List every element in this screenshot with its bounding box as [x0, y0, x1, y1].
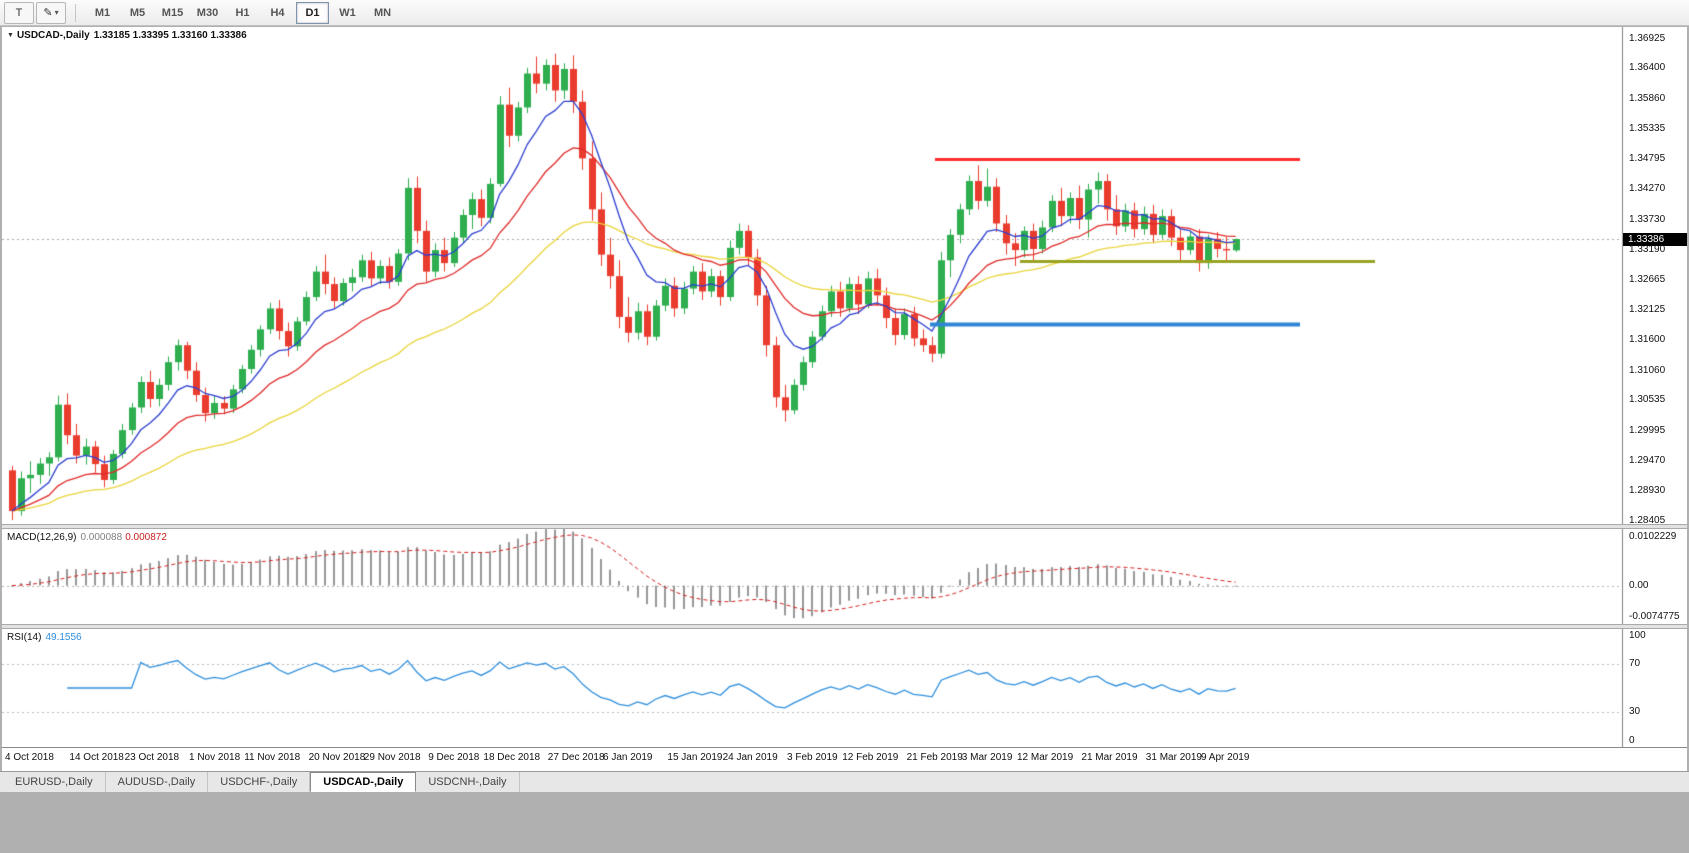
date-label: 11 Nov 2018: [244, 752, 301, 763]
macd-main-value: 0.000088: [80, 532, 123, 543]
time-axis[interactable]: 4 Oct 2018 14 Oct 2018 23 Oct 2018 1 Nov 20…: [2, 747, 1687, 771]
price-chart-canvas[interactable]: [2, 27, 1687, 524]
date-label: 4 Oct 2018: [5, 752, 54, 763]
chart-tab-usdchf-daily[interactable]: USDCHF-,Daily: [208, 772, 311, 792]
macd-canvas[interactable]: [2, 529, 1687, 624]
current-price-badge: 1.33386: [1623, 232, 1687, 246]
date-label: 12 Mar 2019: [1017, 752, 1074, 763]
rsi-label: RSI(14) 49.1556: [7, 632, 82, 643]
macd-axis-min: -0.0074775: [1629, 611, 1680, 622]
chart-tab-usdcnh-daily[interactable]: USDCNH-,Daily: [416, 772, 520, 792]
date-label: 1 Nov 2018: [189, 752, 241, 763]
price-axis-tick: 1.32125: [1629, 304, 1666, 316]
chart-area: ▼ USDCAD-,Daily 1.33185 1.33395 1.33160 1.…: [2, 27, 1687, 771]
date-label: 9 Dec 2018: [428, 752, 480, 763]
date-label: 24 Jan 2019: [722, 752, 778, 763]
date-label: 9 Apr 2019: [1201, 752, 1250, 763]
date-label: 6 Jan 2019: [603, 752, 653, 763]
pencil-icon: ✎: [43, 7, 53, 19]
date-label: 27 Dec 2018: [547, 752, 605, 763]
price-axis-tick: 1.32665: [1629, 273, 1666, 285]
date-label: 15 Jan 2019: [667, 752, 723, 763]
toolbar: T ✎ ▾ M1 M5 M15 M30 H1 H4 D1 W1 MN: [0, 0, 1689, 26]
date-label: 21 Feb 2019: [906, 752, 963, 763]
price-axis-tick: 1.29470: [1629, 454, 1666, 466]
date-label: 3 Feb 2019: [787, 752, 838, 763]
date-label: 29 Nov 2018: [363, 752, 421, 763]
timeframe-button-h1[interactable]: H1: [235, 6, 250, 19]
text-tool-icon: T: [15, 6, 23, 19]
rsi-axis-tick: 30: [1629, 705, 1641, 717]
date-label: 14 Oct 2018: [69, 752, 124, 763]
toolbar-separator: [75, 3, 76, 22]
pane-splitter[interactable]: [2, 624, 1687, 629]
rsi-axis-tick: 100: [1629, 630, 1646, 641]
date-label: 18 Dec 2018: [483, 752, 541, 763]
date-label: 21 Mar 2019: [1081, 752, 1138, 763]
rsi-axis-tick: 0: [1629, 735, 1635, 746]
chart-tab-eurusd-daily[interactable]: EURUSD-,Daily: [3, 772, 106, 792]
price-pane: ▼ USDCAD-,Daily 1.33185 1.33395 1.33160 1.…: [2, 27, 1687, 526]
timeframe-button-m1[interactable]: M1: [94, 6, 111, 19]
timeframe-button-m5[interactable]: M5: [129, 6, 146, 19]
price-axis-tick: 1.35335: [1629, 122, 1666, 134]
timeframe-group: M1 M5 M15 M30 H1 H4 D1 W1 MN: [85, 1, 400, 24]
macd-signal-value: 0.000872: [125, 532, 167, 543]
chart-tab-audusd-daily[interactable]: AUDUSD-,Daily: [106, 772, 209, 792]
price-axis-tick: 1.29995: [1629, 424, 1666, 436]
chart-tab-bar: EURUSD-,Daily AUDUSD-,Daily USDCHF-,Daily U…: [0, 771, 1689, 792]
price-axis-tick: 1.35860: [1629, 92, 1666, 104]
ohlc-values: 1.33185 1.33395 1.33160 1.33386: [93, 30, 247, 41]
macd-axis-zero: 0.00: [1629, 579, 1649, 591]
rsi-axis-tick: 70: [1629, 658, 1641, 670]
timeframe-button-m15[interactable]: M15: [161, 6, 184, 19]
chevron-down-icon: ▾: [54, 8, 59, 17]
rsi-name: RSI(14): [7, 632, 42, 643]
timeframe-button-w1[interactable]: W1: [339, 6, 356, 19]
timeframe-button-h4[interactable]: H4: [270, 6, 285, 19]
collapse-icon: ▼: [7, 32, 14, 39]
price-axis-tick: 1.33190: [1629, 244, 1666, 256]
rsi-pane: RSI(14) 49.1556 100 70 30 0: [2, 629, 1687, 747]
price-axis-tick: 1.36400: [1629, 62, 1666, 74]
pane-splitter[interactable]: [2, 524, 1687, 529]
price-axis-tick: 1.28405: [1629, 514, 1666, 526]
price-axis-tick: 1.34270: [1629, 182, 1666, 194]
draw-tool-button[interactable]: ✎ ▾: [36, 1, 66, 24]
rsi-canvas[interactable]: [2, 629, 1687, 747]
date-label: 12 Feb 2019: [842, 752, 899, 763]
macd-pane: MACD(12,26,9) 0.000088 0.000872 0.0102229 0…: [2, 529, 1687, 624]
price-axis-tick: 1.30535: [1629, 394, 1666, 406]
timeframe-button-m30[interactable]: M30: [196, 6, 219, 19]
symbol-label: USDCAD-,Daily: [16, 30, 90, 41]
macd-name: MACD(12,26,9): [7, 532, 77, 543]
date-label: 20 Nov 2018: [308, 752, 366, 763]
price-axis-tick: 1.34795: [1629, 153, 1666, 165]
price-axis-tick: 1.31060: [1629, 364, 1666, 376]
date-label: 3 Mar 2019: [961, 752, 1013, 763]
price-axis-tick: 1.31600: [1629, 334, 1666, 346]
date-label: 31 Mar 2019: [1145, 752, 1202, 763]
timeframe-button-mn[interactable]: MN: [373, 6, 392, 19]
rsi-value: 49.1556: [45, 632, 82, 643]
chart-tab-usdcad-daily[interactable]: USDCAD-,Daily: [310, 772, 417, 792]
text-tool-button[interactable]: T: [4, 1, 34, 24]
price-axis-tick: 1.33730: [1629, 213, 1666, 225]
date-label: 23 Oct 2018: [124, 752, 180, 763]
macd-axis-max: 0.0102229: [1629, 531, 1677, 542]
price-axis-tick: 1.36925: [1629, 32, 1666, 44]
macd-label: MACD(12,26,9) 0.000088 0.000872: [7, 532, 167, 543]
timeframe-button-d1[interactable]: D1: [296, 1, 329, 24]
price-axis-tick: 1.28930: [1629, 485, 1666, 497]
chart-title: ▼ USDCAD-,Daily 1.33185 1.33395 1.33160 1.…: [7, 30, 247, 41]
